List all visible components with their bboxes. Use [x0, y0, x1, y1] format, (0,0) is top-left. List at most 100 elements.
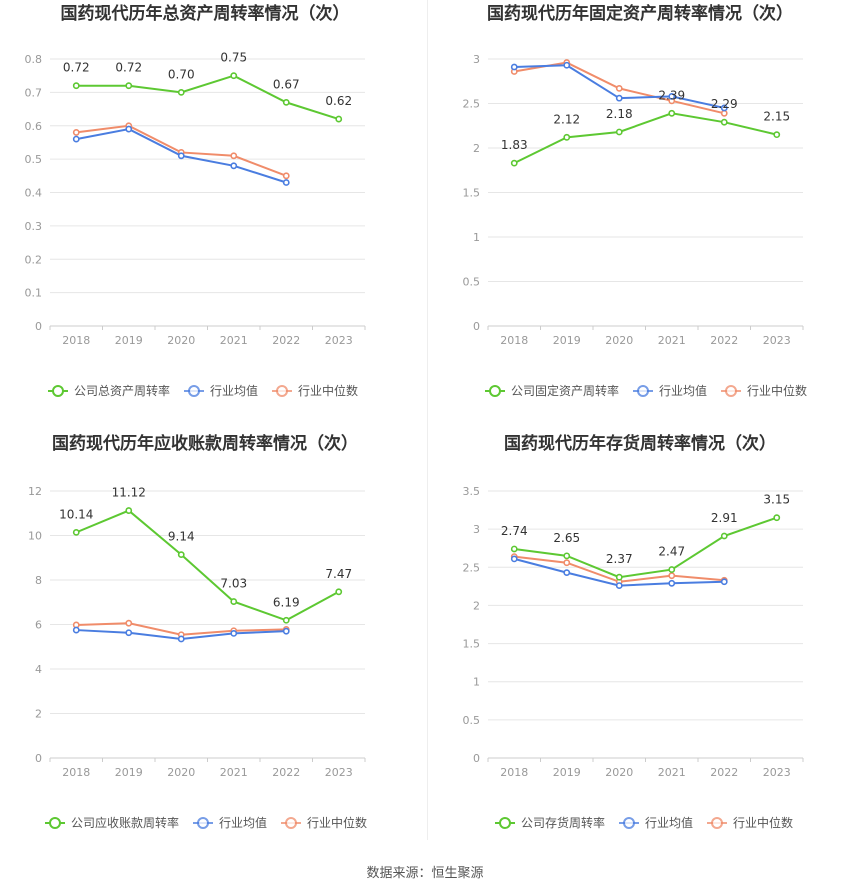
data-point-median: [230, 152, 238, 160]
y-tick-label: 0.1: [25, 287, 43, 300]
legend-label: 公司存货周转率: [521, 815, 605, 830]
y-tick-label: 2: [35, 708, 42, 721]
chart-svg-1: 国药现代历年固定资产周转率情况（次） 0 0.5 1 1.5 2 2.5 3 2018 2019 2…: [463, 3, 808, 398]
legend-label: 公司应收账款周转率: [71, 815, 179, 830]
legend-label: 行业均值: [659, 383, 707, 398]
data-label: 0.62: [325, 94, 352, 108]
chart-title: 国药现代历年总资产周转率情况（次）: [61, 3, 350, 24]
legend-swatch-marker: [623, 817, 635, 829]
y-tick-label: 0: [35, 320, 42, 333]
chart-svg-2: 国药现代历年应收账款周转率情况（次） 0 2 4 6 8 10 12 2018 2019 2020 2…: [28, 433, 367, 830]
data-label: 2.37: [606, 552, 633, 566]
legend-label: 行业均值: [219, 815, 267, 830]
data-point-company: [668, 109, 676, 117]
series-line-company: [75, 509, 340, 622]
panel-divider: [427, 0, 428, 840]
data-point-avg: [177, 152, 185, 160]
x-tick-label: 2019: [115, 766, 143, 779]
y-tick-label: 0.7: [25, 86, 43, 99]
legend-label: 行业中位数: [298, 383, 358, 398]
chart-svg-0: 国药现代历年总资产周转率情况（次）00.10.20.30.40.50.60.70…: [25, 3, 366, 398]
legend-swatch-marker: [49, 817, 61, 829]
data-point-median: [615, 84, 623, 92]
y-tick-label: 0.8: [25, 53, 43, 66]
data-point-avg: [72, 626, 80, 634]
legend-swatch-marker: [197, 817, 209, 829]
data-label: 9.14: [168, 530, 195, 544]
chart-receivables-turnover: 国药现代历年应收账款周转率情况（次） 0 2 4 6 8 10 12 2018 2019 2020 2…: [0, 430, 425, 860]
data-label: 3.15: [763, 493, 790, 507]
y-tick-label: 0: [35, 752, 42, 765]
data-point-company: [282, 616, 290, 624]
chart-title: 国药现代历年应收账款周转率情况（次）: [52, 433, 358, 454]
data-point-company: [125, 507, 133, 514]
legend-label: 公司固定资产周转率: [511, 383, 619, 398]
x-tick-label: 2020: [605, 766, 633, 779]
y-tick-label: 4: [35, 663, 42, 676]
series-line-company: [513, 112, 777, 165]
data-point-avg: [615, 582, 623, 589]
y-tick-label: 0: [473, 752, 480, 765]
data-point-company: [510, 159, 518, 167]
y-tick-label: 8: [35, 574, 42, 587]
data-point-company: [720, 532, 728, 540]
y-tick-label: 1.5: [463, 187, 481, 200]
y-tick-label: 3: [473, 523, 480, 536]
data-point-median: [720, 109, 728, 117]
data-point-avg: [615, 94, 623, 102]
y-tick-label: 0.5: [25, 153, 43, 166]
data-label: 1.83: [501, 138, 528, 152]
y-tick-label: 0.3: [25, 220, 43, 233]
legend-label: 行业中位数: [733, 815, 793, 830]
x-tick-label: 2022: [272, 766, 300, 779]
x-tick-label: 2020: [167, 334, 195, 347]
y-tick-label: 0.5: [463, 714, 481, 727]
x-tick-label: 2019: [553, 766, 581, 779]
series-line-company: [76, 74, 340, 121]
y-tick-label: 1: [473, 676, 480, 689]
data-label: 7.47: [325, 567, 352, 581]
legend-swatch-marker: [499, 817, 511, 829]
x-tick-label: 2018: [500, 766, 528, 779]
x-tick-label: 2020: [605, 334, 633, 347]
x-tick-label: 2023: [763, 766, 791, 779]
x-tick-label: 2021: [220, 334, 248, 347]
data-point-company: [563, 552, 571, 560]
data-point-median: [563, 559, 571, 567]
x-tick-label: 2021: [658, 334, 686, 347]
x-tick-label: 2021: [658, 766, 686, 779]
legend-swatch-marker: [711, 817, 723, 829]
data-label: 0.75: [220, 51, 247, 65]
data-point-company: [510, 545, 518, 553]
chart-title: 国药现代历年固定资产周转率情况（次）: [487, 3, 793, 24]
y-tick-label: 3.5: [463, 485, 481, 498]
chart-fixed-asset-turnover: 国药现代历年固定资产周转率情况（次） 0 0.5 1 1.5 2 2.5 3 2018 2019 2…: [425, 0, 850, 430]
y-tick-label: 2.5: [463, 561, 481, 574]
y-tick-label: 0.5: [463, 276, 481, 289]
data-point-avg: [177, 635, 185, 643]
data-label: 0.72: [63, 61, 90, 75]
data-point-avg: [668, 579, 676, 587]
y-tick-label: 2: [473, 599, 480, 612]
data-label: 0.72: [115, 61, 142, 75]
data-point-company: [230, 598, 238, 605]
x-tick-label: 2019: [553, 334, 581, 347]
data-point-company: [335, 588, 343, 596]
data-label: 2.65: [553, 531, 580, 545]
data-point-company: [668, 566, 676, 573]
x-tick-label: 2023: [325, 766, 353, 779]
data-label: 2.74: [501, 524, 528, 538]
data-point-avg: [125, 125, 133, 133]
data-label: 2.12: [553, 112, 580, 126]
legend-swatch-marker: [52, 385, 64, 397]
data-point-company: [125, 82, 133, 90]
data-point-median: [72, 129, 80, 136]
data-label: 11.12: [112, 486, 146, 500]
legend-swatch-marker: [188, 385, 200, 397]
y-tick-label: 3: [473, 53, 480, 66]
x-tick-label: 2022: [710, 766, 738, 779]
y-tick-label: 2.5: [463, 98, 481, 111]
data-point-median: [125, 619, 133, 627]
legend-swatch-marker: [725, 385, 737, 397]
y-tick-label: 2: [473, 142, 480, 155]
